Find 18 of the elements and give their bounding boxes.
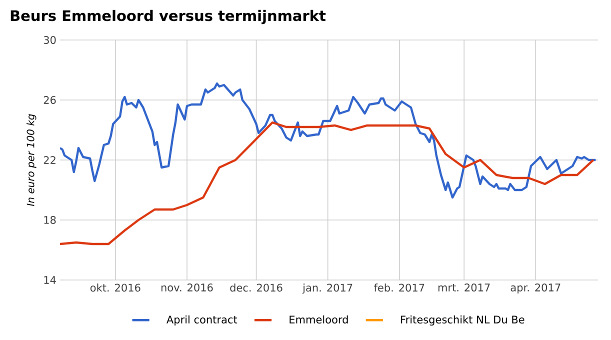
legend-label: April contract (166, 315, 238, 326)
x-tick-label: feb. 2017 (374, 284, 424, 292)
y-tick-label: 26 (44, 96, 56, 104)
legend-label: Emmeloord (290, 315, 348, 324)
x-tick-label: nov. 2016 (161, 284, 213, 292)
x-tick-label: dec. 2016 (230, 284, 282, 292)
x-tick-label: mrt. 2017 (438, 284, 490, 292)
y-tick-label: 22 (44, 156, 56, 164)
x-tick-label: apr. 2017 (510, 284, 560, 294)
y-tick-label: 14 (44, 276, 56, 284)
x-tick-label: jan. 2017 (302, 284, 352, 294)
y-tick-label: 30 (44, 36, 56, 44)
y-axis-title: In euro per 100 kg (26, 114, 36, 206)
chart-title: Beurs Emmeloord versus termijnmarkt (10, 10, 326, 24)
y-tick-label: 18 (44, 216, 56, 224)
legend-label: Fritesgeschikt NL Du Be (401, 315, 524, 326)
line-series (60, 121, 594, 246)
x-tick-label: okt. 2016 (90, 284, 140, 292)
